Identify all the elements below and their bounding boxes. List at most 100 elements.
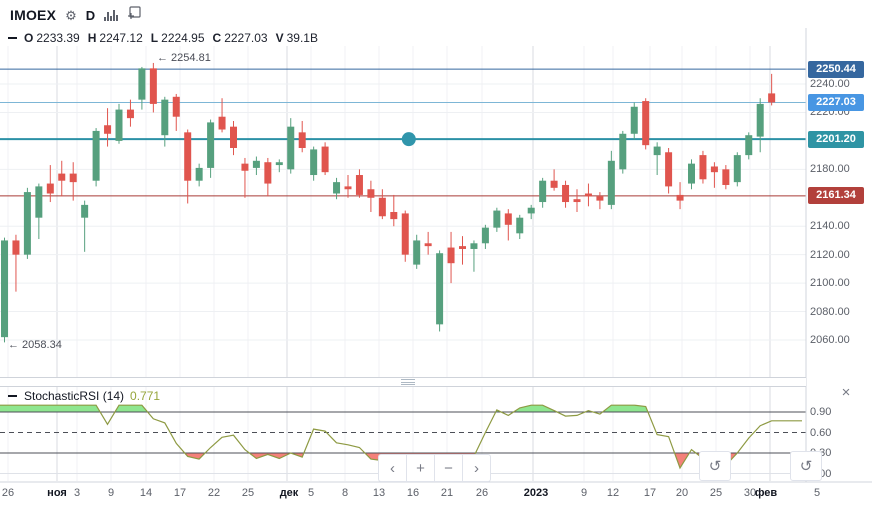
price-badge: 2161.34 [808, 187, 864, 205]
candle [413, 240, 421, 265]
gear-icon[interactable]: ⚙ [65, 7, 77, 23]
price-badge: 2250.44 [808, 60, 864, 78]
close-value: 2227.03 [224, 31, 268, 45]
candle [241, 163, 249, 171]
candle [172, 96, 180, 117]
candle [92, 130, 100, 181]
candle [218, 116, 226, 130]
rsi-value: 0.771 [130, 389, 161, 403]
zoom-in-button[interactable]: + [407, 454, 435, 482]
candle [310, 149, 318, 176]
open-value: 2233.39 [36, 31, 80, 45]
candle [195, 167, 203, 181]
time-tick-label: 30 [743, 487, 757, 499]
close-label: C [212, 31, 222, 45]
low-value: 2224.95 [161, 31, 205, 45]
candle [207, 122, 215, 168]
compare-add-icon[interactable] [127, 5, 141, 25]
time-tick-label: 5 [307, 487, 315, 499]
candle [756, 103, 764, 137]
close-icon[interactable]: × [841, 384, 851, 401]
candle [745, 135, 753, 156]
time-tick-label: 12 [606, 487, 620, 499]
ohlc-legend: O 2233.39 H 2247.12 L 2224.95 C 2227.03 V 39.… [8, 31, 318, 45]
rsi-name[interactable]: StochasticRSI (14) [24, 389, 125, 403]
chart-style-icon[interactable] [104, 9, 119, 21]
time-tick-label: ноя [47, 487, 67, 499]
time-tick-label: 16 [406, 487, 420, 499]
pane-resize-handle[interactable] [401, 379, 415, 385]
candle [424, 243, 432, 247]
interval-button[interactable]: D [85, 7, 96, 23]
price-tick-label: 2240.00 [810, 78, 850, 90]
zoom-out-button[interactable]: − [435, 454, 463, 482]
candle [287, 126, 295, 170]
candle [230, 126, 237, 148]
candle [252, 160, 260, 168]
candle [459, 246, 466, 249]
candle [104, 125, 112, 134]
price-tick-label: 2080.00 [810, 305, 850, 318]
time-tick-label: 26 [1, 487, 15, 499]
price-tick-label: 2100.00 [810, 277, 850, 290]
time-tick-label: 8 [341, 487, 349, 499]
scroll-left-button[interactable]: ‹ [378, 454, 407, 482]
candle [619, 133, 627, 170]
candle [722, 169, 730, 185]
candle [344, 186, 352, 190]
rsi-overbought-fill [0, 405, 802, 412]
undo-icon[interactable]: ↺ [790, 451, 822, 481]
candle [184, 132, 192, 181]
candle [390, 211, 398, 220]
price-line-handle-dot[interactable] [401, 132, 416, 147]
candle [493, 210, 501, 228]
candle [710, 166, 718, 173]
price-badge: 2227.03 [808, 93, 864, 111]
candle [378, 197, 386, 217]
price-tick-label: 2060.00 [810, 333, 850, 346]
candle [46, 183, 54, 194]
symbol-title[interactable]: IMOEX [10, 7, 57, 23]
candle [447, 247, 455, 264]
undo-icon[interactable]: ↺ [699, 451, 731, 481]
candle [699, 155, 707, 180]
candle [573, 199, 581, 203]
candle [138, 68, 146, 100]
candle [733, 155, 741, 183]
candle [688, 163, 695, 184]
candle [768, 93, 776, 103]
volume-value: 39.1B [286, 31, 318, 45]
open-label: O [24, 31, 34, 45]
time-tick-label: 17 [173, 487, 187, 499]
scroll-right-button[interactable]: › [463, 454, 491, 482]
rsi-legend: StochasticRSI (14) 0.771 [8, 389, 160, 403]
candle [355, 175, 363, 195]
candle [527, 207, 535, 214]
candle [333, 182, 341, 194]
time-tick-label: фев [754, 487, 778, 499]
time-tick-label: 26 [475, 487, 489, 499]
time-tick-label: 5 [813, 487, 821, 499]
candle [275, 162, 283, 166]
rsi-tick-label: 0.90 [810, 406, 832, 418]
rsi-dash-icon[interactable] [8, 395, 17, 397]
candle [584, 193, 592, 197]
series-dash-icon[interactable] [8, 37, 17, 39]
price-badge: 2201.20 [808, 130, 864, 148]
candle [504, 213, 512, 225]
candle [562, 184, 570, 203]
candle [264, 162, 272, 184]
low-annotation: ← 2058.34 [8, 339, 62, 351]
candle [367, 189, 375, 198]
candle [1, 240, 8, 338]
time-tick-label: 2023 [523, 487, 549, 499]
candle [470, 243, 478, 249]
candle [12, 240, 20, 255]
time-tick-label: 14 [139, 487, 153, 499]
high-annotation: ← 2254.81 [157, 52, 211, 64]
price-tick-label: 2180.00 [810, 163, 850, 176]
time-tick-label: 22 [207, 487, 221, 499]
time-tick-label: 9 [107, 487, 115, 499]
candle [676, 194, 684, 201]
